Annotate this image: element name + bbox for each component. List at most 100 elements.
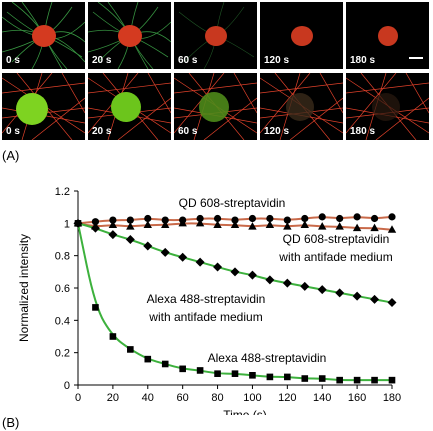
micrograph-tile: 0 s xyxy=(2,73,85,140)
square-marker xyxy=(284,373,291,381)
diamond-marker xyxy=(282,278,292,288)
micrograph-tile: 180 s xyxy=(346,2,429,69)
circle-marker xyxy=(231,216,239,224)
series-annotation: Alexa 488-streptavidin xyxy=(147,292,266,306)
y-tick-label: 1.2 xyxy=(55,186,70,198)
series-annotation: Alexa 488-streptavidin xyxy=(208,351,327,365)
circle-marker xyxy=(213,214,222,223)
time-label: 0 s xyxy=(6,126,20,137)
diamond-marker xyxy=(213,262,223,272)
square-marker xyxy=(249,372,256,379)
diamond-marker xyxy=(90,223,100,233)
time-label: 120 s xyxy=(264,55,290,66)
x-tick-label: 120 xyxy=(278,392,296,404)
square-marker xyxy=(92,304,99,311)
square-marker xyxy=(196,367,204,374)
y-tick-label: 0.6 xyxy=(55,283,70,295)
square-marker xyxy=(144,355,152,363)
square-marker xyxy=(353,376,361,384)
triangle-marker xyxy=(195,218,205,227)
micrograph-drawing xyxy=(291,26,313,46)
time-label: 60 s xyxy=(178,126,198,137)
x-tick-label: 0 xyxy=(75,392,81,404)
series-annotation: with antifade medium xyxy=(278,250,392,264)
triangle-marker xyxy=(178,218,187,227)
triangle-marker xyxy=(283,222,292,230)
time-label: 120 s xyxy=(264,126,290,137)
y-tick-label: 0.8 xyxy=(55,251,70,263)
panel-label-b: (B) xyxy=(2,415,20,430)
diamond-marker xyxy=(370,294,380,304)
micrograph-tile: 60 s xyxy=(174,73,257,140)
diamond-marker xyxy=(125,235,135,244)
triangle-marker xyxy=(248,222,257,230)
circle-marker xyxy=(109,216,117,224)
circle-marker xyxy=(248,214,257,223)
diamond-marker xyxy=(178,252,188,262)
photobleaching-chart: 0 20 40 60 80 100 120 140 160 180 0 0.2 0.4 0.6 0.8 1 1.… xyxy=(17,186,401,415)
circle-marker xyxy=(266,214,274,223)
fit-line xyxy=(77,223,392,382)
time-label: 180 s xyxy=(350,55,376,66)
triangle-marker xyxy=(370,223,379,232)
time-label: 60 s xyxy=(178,55,198,66)
x-tick-label: 60 xyxy=(177,392,189,404)
series-annotation: with antifade medium xyxy=(148,310,262,324)
diamond-marker xyxy=(387,298,397,308)
micrograph-drawing xyxy=(174,73,257,140)
square-marker xyxy=(161,360,169,368)
square-marker xyxy=(179,365,186,373)
square-marker xyxy=(318,375,326,382)
y-tick-label: 1 xyxy=(64,218,70,230)
diamond-marker xyxy=(195,257,205,267)
micrograph-drawing xyxy=(2,2,85,69)
time-label: 0 s xyxy=(6,55,20,66)
triangle-marker xyxy=(143,220,152,228)
time-label: 20 s xyxy=(92,55,112,66)
micrograph-drawing xyxy=(346,73,429,140)
circle-marker xyxy=(144,214,152,223)
scale-bar xyxy=(409,57,423,59)
square-marker xyxy=(231,370,239,377)
fit-line xyxy=(77,215,393,225)
circle-marker xyxy=(91,218,100,226)
circle-marker xyxy=(353,213,361,221)
x-axis-label: Time (s) xyxy=(223,408,267,415)
diamond-marker xyxy=(160,247,170,257)
triangle-marker xyxy=(108,220,118,228)
square-marker xyxy=(388,376,396,384)
micrograph-drawing xyxy=(260,73,343,140)
square-marker xyxy=(301,375,309,382)
triangle-marker xyxy=(387,225,397,233)
triangle-marker xyxy=(126,222,135,230)
x-tick-label: 180 xyxy=(383,392,401,404)
circle-marker xyxy=(126,216,134,224)
chart-labels: QD 608-streptavidin QD 608-streptavidin wi… xyxy=(147,196,393,365)
fit-line xyxy=(77,222,393,231)
square-marker xyxy=(214,370,221,377)
x-tick-label: 80 xyxy=(211,392,223,404)
square-marker xyxy=(74,220,82,227)
micrograph-drawing xyxy=(88,73,171,140)
micrograph-drawing xyxy=(378,26,398,46)
diamond-marker xyxy=(230,267,240,277)
triangle-marker xyxy=(161,220,170,228)
square-marker xyxy=(266,373,274,381)
diamond-marker xyxy=(317,285,327,295)
triangle-marker xyxy=(213,220,222,228)
data-markers xyxy=(73,213,397,384)
triangle-marker xyxy=(318,222,327,230)
x-tick-label: 100 xyxy=(243,392,261,404)
diamond-marker xyxy=(108,230,118,240)
circle-marker xyxy=(301,214,309,223)
circle-marker xyxy=(161,216,169,224)
micrograph-drawing xyxy=(88,2,171,69)
circle-marker xyxy=(283,216,291,224)
y-axis-label: Normalized intensity xyxy=(17,234,31,342)
micrograph-tile: 20 s xyxy=(88,73,171,140)
y-tick-label: 0.2 xyxy=(55,348,70,360)
square-marker xyxy=(371,376,378,384)
micrograph-tile: 120 s xyxy=(260,73,343,140)
square-marker xyxy=(109,333,117,340)
fit-curves xyxy=(77,215,393,382)
